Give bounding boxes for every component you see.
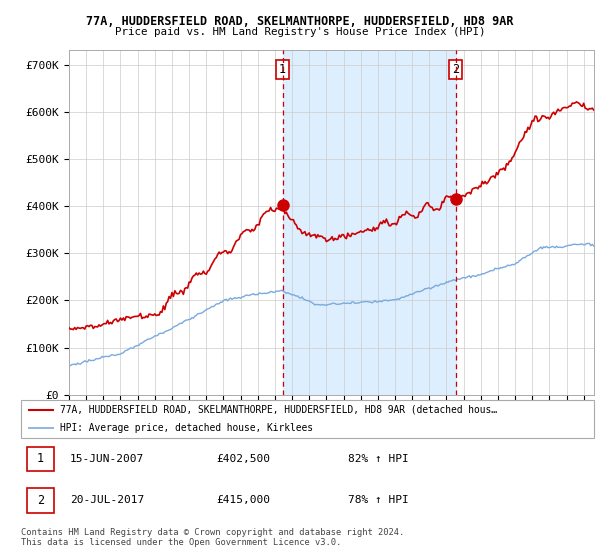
Bar bbox=[283, 50, 456, 395]
Text: 15-JUN-2007: 15-JUN-2007 bbox=[70, 454, 144, 464]
Text: £415,000: £415,000 bbox=[216, 496, 270, 505]
Text: Price paid vs. HM Land Registry's House Price Index (HPI): Price paid vs. HM Land Registry's House … bbox=[115, 27, 485, 38]
Text: 2: 2 bbox=[452, 63, 459, 76]
Text: 1: 1 bbox=[279, 63, 286, 76]
Text: £402,500: £402,500 bbox=[216, 454, 270, 464]
Bar bbox=[27, 488, 54, 513]
Text: HPI: Average price, detached house, Kirklees: HPI: Average price, detached house, Kirk… bbox=[60, 423, 313, 433]
Bar bbox=[27, 446, 54, 472]
Text: 2: 2 bbox=[37, 494, 44, 507]
Text: 78% ↑ HPI: 78% ↑ HPI bbox=[347, 496, 409, 505]
Text: 1: 1 bbox=[37, 452, 44, 465]
Text: 77A, HUDDERSFIELD ROAD, SKELMANTHORPE, HUDDERSFIELD, HD8 9AR (detached hous…: 77A, HUDDERSFIELD ROAD, SKELMANTHORPE, H… bbox=[60, 405, 497, 415]
Text: 77A, HUDDERSFIELD ROAD, SKELMANTHORPE, HUDDERSFIELD, HD8 9AR: 77A, HUDDERSFIELD ROAD, SKELMANTHORPE, H… bbox=[86, 15, 514, 28]
Text: 82% ↑ HPI: 82% ↑ HPI bbox=[347, 454, 409, 464]
Text: Contains HM Land Registry data © Crown copyright and database right 2024.
This d: Contains HM Land Registry data © Crown c… bbox=[21, 528, 404, 548]
Text: 20-JUL-2017: 20-JUL-2017 bbox=[70, 496, 144, 505]
